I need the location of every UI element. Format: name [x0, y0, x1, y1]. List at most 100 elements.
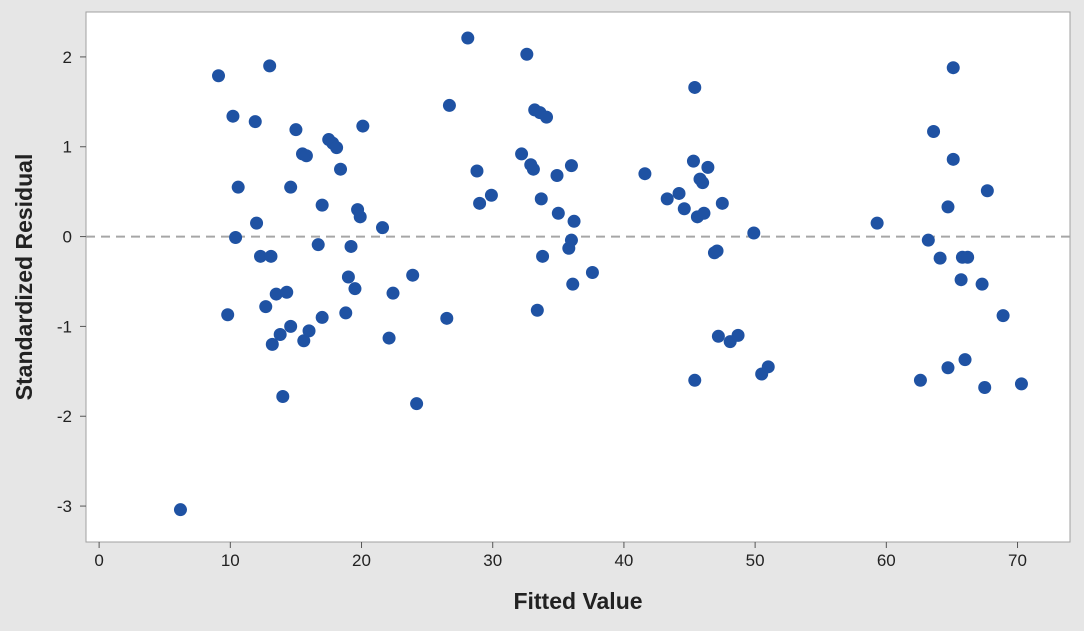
data-point — [701, 160, 715, 174]
data-point — [941, 200, 955, 214]
data-point — [638, 167, 652, 181]
data-point — [688, 80, 702, 94]
data-point — [269, 287, 283, 301]
data-point — [259, 300, 273, 314]
data-point — [276, 389, 290, 403]
data-point — [386, 286, 400, 300]
x-tick-label: 50 — [746, 551, 765, 570]
data-point — [933, 251, 947, 265]
data-point — [731, 328, 745, 342]
x-tick-label: 20 — [352, 551, 371, 570]
data-point — [954, 273, 968, 287]
data-point — [564, 159, 578, 173]
data-point — [470, 164, 484, 178]
y-tick-label: -2 — [57, 407, 72, 426]
data-point — [677, 202, 691, 216]
data-point — [253, 249, 267, 263]
data-point — [961, 250, 975, 264]
data-point — [660, 192, 674, 206]
data-point — [672, 186, 686, 200]
data-point — [536, 249, 550, 263]
points-layer — [173, 31, 1028, 517]
data-point — [534, 192, 548, 206]
data-point — [226, 109, 240, 123]
plot-area — [85, 11, 1071, 543]
data-point — [996, 309, 1010, 323]
data-point — [311, 238, 325, 252]
x-tick-label: 0 — [94, 551, 103, 570]
data-point — [567, 214, 581, 228]
data-point — [229, 230, 243, 244]
y-tick-label: 1 — [63, 138, 72, 157]
data-point — [263, 59, 277, 73]
data-point — [921, 233, 935, 247]
data-point — [284, 180, 298, 194]
data-point — [461, 31, 475, 45]
y-tick-label: 0 — [63, 228, 72, 247]
data-point — [747, 226, 761, 240]
data-point — [289, 123, 303, 137]
data-point — [330, 141, 344, 155]
data-point — [530, 303, 544, 317]
data-point — [941, 361, 955, 375]
data-point — [382, 331, 396, 345]
data-point — [484, 188, 498, 202]
data-point — [339, 306, 353, 320]
data-point — [761, 360, 775, 374]
x-axis-ticks: 0 10 20 30 40 50 60 70 — [94, 542, 1027, 570]
data-point — [710, 244, 724, 258]
y-axis-ticks: -3 -2 -1 0 1 2 — [57, 48, 86, 516]
data-point — [927, 124, 941, 138]
data-point — [688, 373, 702, 387]
data-point — [551, 206, 565, 220]
data-point — [442, 98, 456, 112]
data-point — [870, 216, 884, 230]
data-point — [978, 380, 992, 394]
data-point — [248, 115, 262, 129]
data-point — [913, 373, 927, 387]
data-point — [697, 206, 711, 220]
data-point — [280, 285, 294, 299]
data-point — [585, 266, 599, 280]
x-tick-label: 70 — [1008, 551, 1027, 570]
data-point — [212, 69, 226, 83]
data-point — [299, 149, 313, 163]
y-tick-label: -3 — [57, 497, 72, 516]
data-point — [564, 233, 578, 247]
data-point — [297, 334, 311, 348]
data-point — [711, 329, 725, 343]
data-point — [696, 176, 710, 190]
data-point — [231, 180, 245, 194]
x-tick-label: 60 — [877, 551, 896, 570]
data-point — [264, 249, 278, 263]
y-axis-title: Standardized Residual — [11, 154, 37, 401]
data-point — [334, 162, 348, 176]
y-tick-label: 2 — [63, 48, 72, 67]
x-tick-label: 40 — [614, 551, 633, 570]
x-tick-label: 30 — [483, 551, 502, 570]
x-tick-label: 10 — [221, 551, 240, 570]
data-point — [715, 196, 729, 210]
data-point — [250, 216, 264, 230]
data-point — [515, 147, 529, 161]
data-point — [341, 270, 355, 284]
data-point — [526, 162, 540, 176]
data-point — [265, 337, 279, 351]
data-point — [980, 184, 994, 198]
data-point — [348, 282, 362, 296]
data-point — [173, 503, 187, 517]
data-point — [946, 61, 960, 75]
data-point — [975, 277, 989, 291]
data-point — [221, 308, 235, 322]
data-point — [946, 152, 960, 166]
x-axis-title: Fitted Value — [513, 588, 642, 614]
data-point — [520, 47, 534, 61]
data-point — [344, 239, 358, 253]
data-point — [284, 319, 298, 333]
data-point — [273, 327, 287, 341]
data-point — [1014, 377, 1028, 391]
data-point — [406, 268, 420, 282]
data-point — [315, 198, 329, 212]
